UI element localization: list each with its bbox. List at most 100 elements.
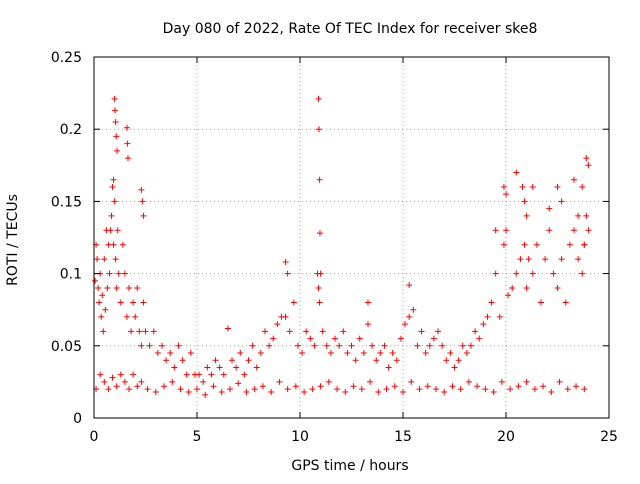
data-point: [529, 270, 536, 277]
data-point: [579, 183, 586, 190]
data-point: [340, 328, 347, 335]
data-point: [364, 299, 371, 306]
data-point: [457, 386, 464, 393]
data-point: [317, 270, 324, 277]
data-point: [311, 342, 318, 349]
data-point: [212, 357, 219, 364]
data-point: [451, 364, 458, 371]
data-point: [356, 335, 363, 342]
data-point: [529, 183, 536, 190]
data-point: [196, 371, 203, 378]
data-point: [566, 241, 573, 248]
data-point: [426, 342, 433, 349]
data-point: [104, 285, 111, 292]
data-point: [202, 391, 209, 398]
data-point: [447, 350, 454, 357]
data-point: [307, 335, 314, 342]
data-point: [97, 371, 104, 378]
data-point: [110, 241, 117, 248]
data-point: [284, 386, 291, 393]
data-point: [523, 212, 530, 219]
data-point: [114, 227, 121, 234]
data-point: [114, 147, 121, 154]
data-point: [410, 306, 417, 313]
data-point: [158, 342, 165, 349]
data-point: [210, 383, 217, 390]
data-point: [435, 328, 442, 335]
data-point: [414, 342, 421, 349]
data-point: [220, 371, 227, 378]
data-point: [513, 270, 520, 277]
data-point: [377, 350, 384, 357]
data-point: [140, 212, 147, 219]
data-point: [126, 386, 133, 393]
y-tick-label: 0.15: [51, 194, 82, 210]
data-point: [309, 386, 316, 393]
data-point: [521, 241, 528, 248]
data-point: [432, 386, 439, 393]
data-point: [233, 364, 240, 371]
data-point: [218, 389, 225, 396]
data-point: [581, 241, 588, 248]
data-point: [226, 386, 233, 393]
data-point: [243, 389, 250, 396]
data-point: [102, 306, 109, 313]
data-point: [108, 212, 115, 219]
data-point: [564, 386, 571, 393]
data-point: [208, 371, 215, 378]
data-point: [106, 270, 113, 277]
data-point: [455, 357, 462, 364]
data-point: [538, 299, 545, 306]
data-point: [583, 155, 590, 162]
data-point: [111, 198, 118, 205]
data-point: [476, 335, 483, 342]
data-point: [517, 256, 524, 263]
data-point: [443, 357, 450, 364]
data-point: [121, 378, 128, 385]
axis-ticks: 0 5 10 15 20 25 0 0.05 0.1 0.15 0.2 0.25: [51, 50, 618, 445]
data-point: [257, 350, 264, 357]
data-point: [484, 313, 491, 320]
data-point: [364, 321, 371, 328]
data-point: [216, 364, 223, 371]
data-point: [439, 342, 446, 349]
data-point: [175, 342, 182, 349]
data-point: [98, 313, 105, 320]
data-point: [393, 357, 400, 364]
data-point: [94, 256, 101, 263]
data-point: [161, 383, 168, 390]
data-point: [480, 321, 487, 328]
data-point: [408, 378, 415, 385]
data-point: [397, 335, 404, 342]
grid: [94, 57, 609, 418]
data-point: [416, 386, 423, 393]
data-point: [140, 299, 147, 306]
data-points: [92, 95, 592, 398]
data-point: [383, 386, 390, 393]
data-point: [235, 380, 242, 387]
data-point: [284, 270, 291, 277]
x-tick-label: 0: [90, 429, 99, 445]
data-point: [177, 386, 184, 393]
data-point: [332, 335, 339, 342]
data-point: [319, 328, 326, 335]
data-point: [585, 162, 592, 169]
data-point: [540, 383, 547, 390]
data-point: [334, 386, 341, 393]
data-point: [282, 259, 289, 266]
data-point: [317, 383, 324, 390]
data-point: [496, 313, 503, 320]
data-point: [523, 378, 530, 385]
data-point: [373, 357, 380, 364]
data-point: [521, 198, 528, 205]
data-point: [112, 118, 119, 125]
data-point: [107, 227, 114, 234]
data-point: [237, 350, 244, 357]
data-point: [391, 383, 398, 390]
data-point: [112, 107, 119, 114]
data-point: [245, 357, 252, 364]
data-point: [99, 292, 106, 299]
data-point: [290, 299, 297, 306]
data-point: [115, 270, 122, 277]
